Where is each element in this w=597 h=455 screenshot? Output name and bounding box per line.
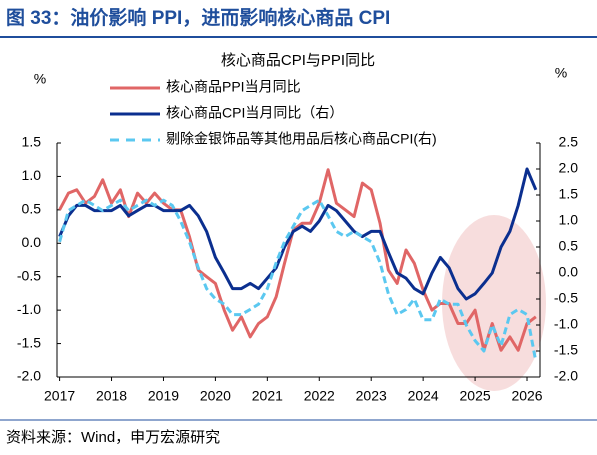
y2-tick-label: 1.5 [559,186,579,202]
x-tick-label: 2022 [304,388,335,404]
x-tick-label: 2018 [96,388,127,404]
x-tick-label: 2017 [44,388,75,404]
y-tick-label: 0.0 [22,234,42,250]
chart-title: 核心商品CPI与PPI同比 [221,52,375,69]
y2-tick-label: -2.0 [554,368,578,384]
x-tick-label: 2021 [252,388,283,404]
header-title: 图 33：油价影响 PPI，进而影响核心商品 CPI [6,6,390,29]
legend-label: 核心商品CPI当月同比（右） [166,105,343,121]
y-tick-label: 1.5 [22,134,42,150]
y-unit: % [34,71,46,87]
y2-tick-label: -1.5 [554,342,578,358]
y-tick-label: 0.5 [22,201,42,217]
series-line [58,198,538,362]
y2-tick-label: 1.0 [559,212,579,228]
y2-tick-label: 0.5 [559,238,579,254]
x-tick-label: 2020 [200,388,231,404]
x-tick-label: 2024 [408,388,439,404]
x-tick-label: 2019 [148,388,179,404]
y-tick-label: -1.0 [17,301,41,317]
y2-tick-label: 2.5 [559,134,579,150]
y2-tick-label: -0.5 [554,290,578,306]
y2-tick-label: -1.0 [554,316,578,332]
y2-unit: % [555,65,567,81]
series-line [58,168,537,352]
y2-tick-label: 0.0 [559,264,579,280]
series-line [58,167,538,301]
y-tick-label: 1.0 [22,167,42,183]
y-tick-label: -1.5 [17,334,41,350]
legend-label: 核心商品PPI当月同比 [166,79,301,95]
x-tick-label: 2023 [356,388,387,404]
source: 资料来源：Wind，申万宏源研究 [6,429,220,446]
y-tick-label: -0.5 [17,267,41,283]
y2-tick-label: 2.0 [559,160,579,176]
y-tick-label: -2.0 [17,368,41,384]
legend-label: 剔除金银饰品等其他用品后核心商品CPI(右) [166,131,437,147]
x-tick-label: 2026 [511,388,542,404]
x-tick-label: 2025 [460,388,491,404]
